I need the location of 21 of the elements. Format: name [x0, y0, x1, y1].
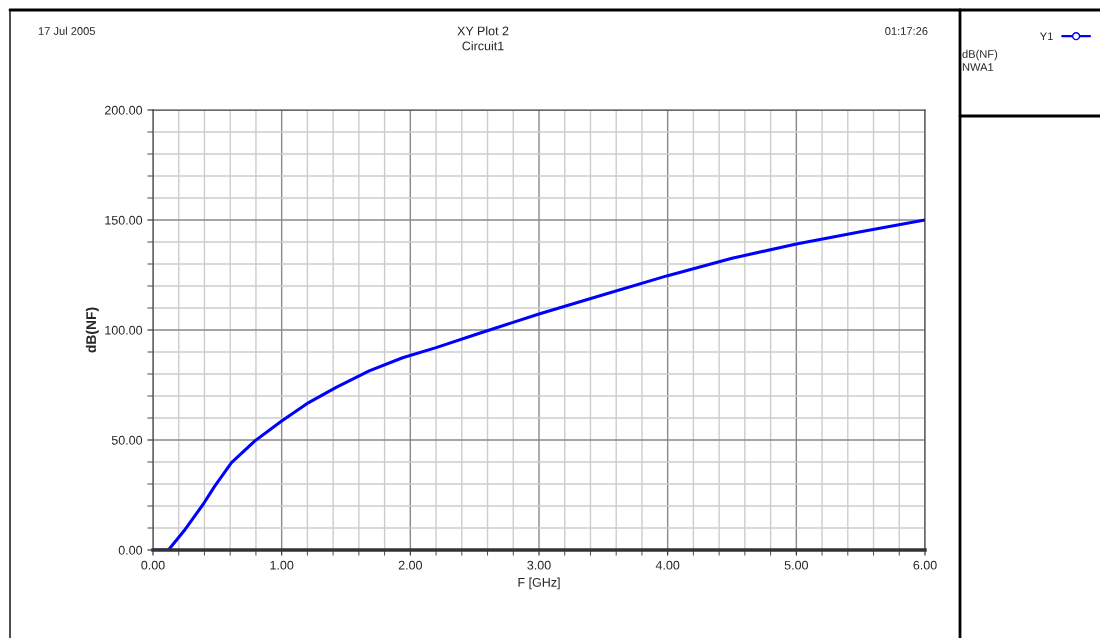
- x-tick-label: 3.00: [527, 560, 551, 570]
- x-tick-label: 2.00: [398, 560, 423, 570]
- y-tick-label: 50.00: [111, 435, 143, 445]
- text: 17 Jul 2005: [38, 26, 95, 35]
- legend-label: Y1: [1039, 32, 1053, 41]
- x-tick-label: 6.00: [913, 560, 937, 570]
- y-tick-label: 100.00: [105, 325, 143, 335]
- y-tick-label: 200.00: [104, 105, 143, 115]
- y-axis-title: dB(NF): [85, 307, 99, 353]
- y-tick-label: 150.00: [105, 215, 143, 225]
- y-tick-label: 0.00: [118, 545, 143, 555]
- text: NWA1: [962, 63, 994, 71]
- x-tick-label: 4.00: [655, 560, 680, 570]
- x-tick-label: 1.00: [270, 560, 294, 570]
- text: 01:17:26: [885, 27, 928, 35]
- x-axis-title: F [GHz]: [518, 577, 560, 590]
- chart-subtitle: Circuit1: [462, 41, 504, 51]
- x-tick-label: 5.00: [784, 560, 809, 570]
- chart-title: XY Plot 2: [457, 26, 509, 36]
- text: dB(NF): [962, 49, 998, 61]
- x-tick-label: 0.00: [141, 560, 165, 570]
